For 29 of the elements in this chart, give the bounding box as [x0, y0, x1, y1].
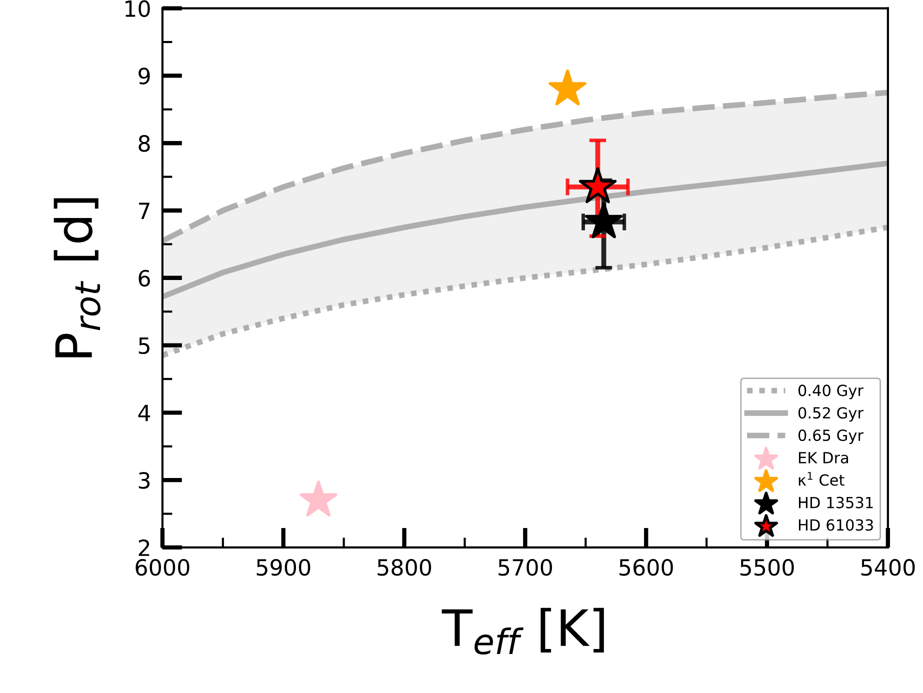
- y-tick-label: 9: [138, 68, 150, 84]
- x-tick-label: 5400: [861, 558, 915, 576]
- legend-label: 0.52 Gyr: [798, 407, 864, 422]
- legend-label: EK Dra: [798, 452, 848, 464]
- y-tick-label: 4: [138, 404, 150, 422]
- x-tick-label: 5800: [378, 558, 432, 576]
- y-tick-label: 10: [126, 0, 150, 18]
- y-tick-label: 3: [138, 472, 150, 489]
- x-tick-label: 5500: [740, 558, 794, 576]
- x-tick-label: 6000: [136, 558, 190, 576]
- y-tick-label: 8: [138, 135, 150, 152]
- point: [548, 69, 586, 106]
- y-axis-title: P$_{rot}$ [d]: [54, 198, 101, 358]
- x-axis-title: T$_{eff}$ [K]: [442, 608, 604, 655]
- point: [300, 480, 338, 517]
- point: [578, 167, 617, 204]
- x-tick-label: 5700: [498, 558, 552, 576]
- x-tick-label: 5600: [620, 558, 673, 576]
- y-tick-label: 7: [139, 202, 150, 219]
- legend-label: κ$^{1}$ Cet: [798, 472, 844, 486]
- x-tick-label: 5900: [256, 558, 310, 576]
- y-tick-label: 5: [138, 338, 150, 354]
- legend-label: 0.40 Gyr: [798, 384, 864, 400]
- point: [584, 202, 623, 238]
- y-tick-label: 6: [138, 270, 150, 287]
- legend-label: 0.65 Gyr: [798, 430, 864, 444]
- legend-label: HD 13531: [798, 496, 873, 508]
- y-tick-label: 2: [138, 539, 150, 556]
- legend-label: HD 61033: [798, 519, 873, 531]
